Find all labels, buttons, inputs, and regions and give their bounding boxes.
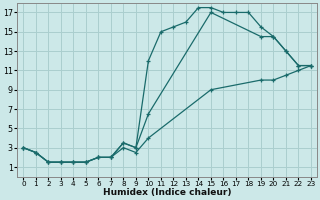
X-axis label: Humidex (Indice chaleur): Humidex (Indice chaleur)	[103, 188, 231, 197]
